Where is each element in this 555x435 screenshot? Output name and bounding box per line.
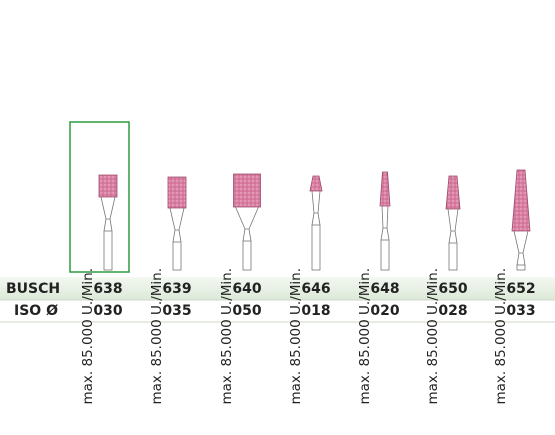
- speed-label: max. 85.000 U./Min.: [493, 268, 509, 405]
- row-label: BUSCH: [6, 281, 60, 297]
- tool-shank: [516, 264, 526, 271]
- tool-shank-taper: [516, 252, 526, 266]
- busch-number: 639: [162, 281, 191, 297]
- iso-number: 035: [162, 303, 191, 319]
- tool-head: [98, 174, 118, 198]
- iso-number: 030: [93, 303, 122, 319]
- tool-neck: [447, 208, 459, 232]
- speed-label: max. 85.000 U./Min.: [80, 268, 96, 405]
- busch-row-bg: [0, 277, 555, 300]
- speed-label: max. 85.000 U./Min.: [149, 268, 165, 405]
- tool-shank: [242, 240, 252, 271]
- tool-shank: [311, 224, 321, 271]
- speed-label: max. 85.000 U./Min.: [288, 268, 304, 405]
- busch-number: 646: [301, 281, 330, 297]
- iso-number: 028: [438, 303, 467, 319]
- speed-label: max. 85.000 U./Min.: [357, 268, 373, 405]
- selection-frame: [69, 121, 130, 273]
- tool-neck: [381, 205, 389, 229]
- tool-shank: [172, 241, 182, 271]
- iso-number: 020: [370, 303, 399, 319]
- tool-neck: [513, 230, 529, 254]
- tool-shank-taper: [172, 229, 182, 243]
- row-label: ISO Ø: [14, 303, 58, 319]
- tool-shank-taper: [311, 212, 321, 226]
- tool-neck: [100, 196, 116, 220]
- speed-label: max. 85.000 U./Min.: [425, 268, 441, 405]
- tool-shank-taper: [103, 218, 113, 232]
- tool-neck: [169, 207, 185, 231]
- tool-neck: [235, 206, 259, 230]
- tool-head: [445, 175, 461, 210]
- iso-number: 033: [506, 303, 535, 319]
- tool-head: [379, 171, 391, 207]
- tool-head: [309, 175, 323, 192]
- tool-head: [167, 176, 187, 209]
- busch-number: 638: [93, 281, 122, 297]
- iso-number: 050: [232, 303, 261, 319]
- tool-shank: [448, 242, 458, 271]
- speed-label: max. 85.000 U./Min.: [219, 268, 235, 405]
- tool-shank: [103, 230, 113, 271]
- busch-number: 648: [370, 281, 399, 297]
- tool-head: [233, 173, 261, 208]
- tool-shank: [380, 239, 390, 271]
- busch-number: 650: [438, 281, 467, 297]
- iso-number: 018: [301, 303, 330, 319]
- tool-neck: [311, 190, 321, 214]
- busch-number: 652: [506, 281, 535, 297]
- tool-shank-taper: [448, 230, 458, 244]
- tool-shank-taper: [380, 227, 390, 241]
- tool-head: [511, 169, 531, 232]
- busch-number: 640: [232, 281, 261, 297]
- tool-shank-taper: [242, 228, 252, 242]
